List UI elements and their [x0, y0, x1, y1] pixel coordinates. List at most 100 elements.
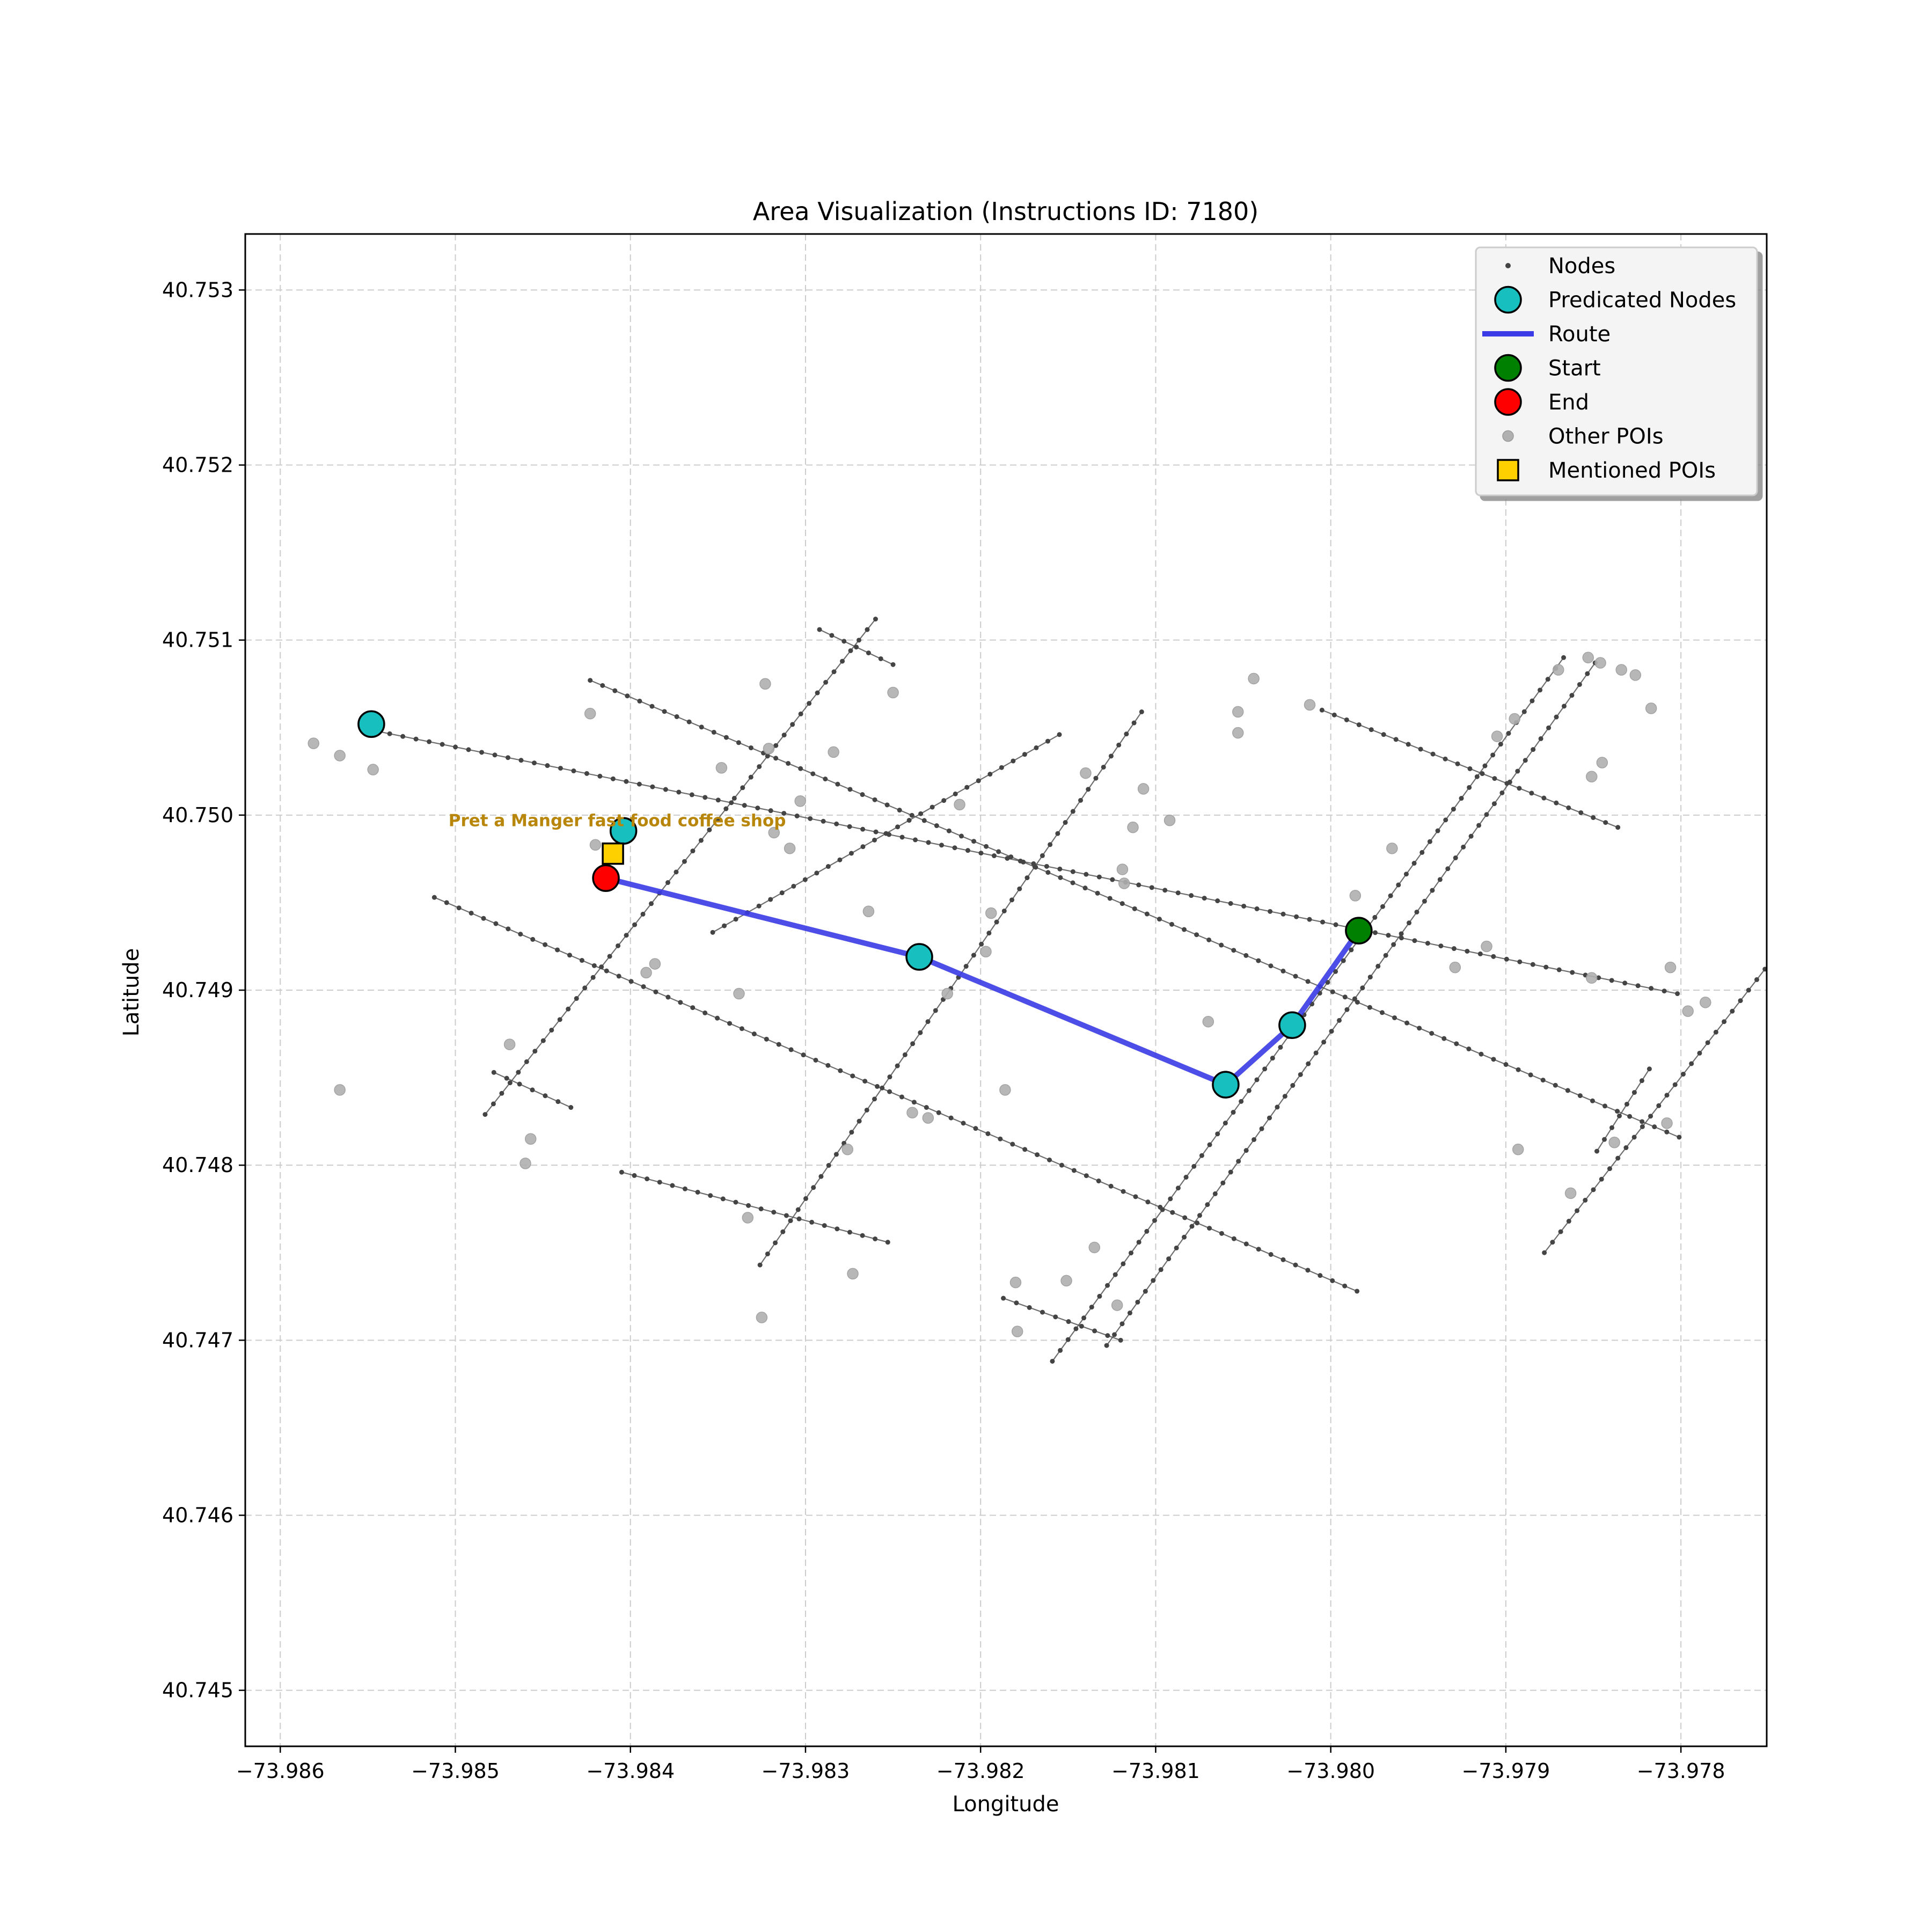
- street-node: [1168, 1196, 1173, 1202]
- street-node: [751, 1031, 757, 1037]
- street-node: [491, 1101, 496, 1107]
- street-node: [517, 1081, 522, 1087]
- street-node: [1333, 969, 1338, 974]
- street-node: [670, 1183, 675, 1188]
- street-node: [1342, 1283, 1348, 1289]
- street-node: [1507, 779, 1512, 785]
- other-poi: [756, 1312, 768, 1323]
- street-node: [1280, 968, 1286, 974]
- street-node: [1256, 958, 1261, 963]
- street-node: [676, 789, 682, 795]
- street-node: [1219, 1231, 1224, 1236]
- street-node: [1282, 1094, 1287, 1099]
- street-node: [1554, 714, 1559, 720]
- street-node: [427, 739, 432, 744]
- street-node: [1278, 1044, 1283, 1050]
- street-node: [1616, 1113, 1622, 1118]
- street-node: [939, 843, 945, 848]
- other-poi: [759, 678, 771, 690]
- street-node: [1108, 753, 1114, 759]
- street-node: [479, 750, 485, 755]
- street-node: [616, 974, 621, 979]
- plot-area: [308, 617, 1767, 1364]
- other-poi: [1111, 1299, 1123, 1311]
- other-poi: [980, 946, 992, 957]
- street-node: [1375, 963, 1381, 969]
- other-poi: [733, 987, 745, 1000]
- street-node: [1490, 752, 1496, 758]
- street-edge: [1052, 657, 1564, 1362]
- street-node: [1542, 1250, 1547, 1255]
- street-node: [555, 947, 560, 953]
- street-node: [1034, 745, 1039, 750]
- street-node: [1399, 931, 1404, 936]
- street-node: [1182, 1215, 1188, 1220]
- street-node: [795, 1207, 801, 1212]
- street-node: [811, 1185, 816, 1190]
- street-node: [1352, 996, 1357, 1001]
- street-node: [1677, 1135, 1682, 1140]
- street-node: [1267, 1115, 1272, 1121]
- other-poi: [985, 907, 997, 919]
- street-node: [1730, 1008, 1735, 1014]
- street-node: [1053, 1314, 1058, 1320]
- x-axis-label: Longitude: [953, 1792, 1059, 1817]
- route: [603, 875, 1362, 1088]
- street-node: [1406, 742, 1411, 747]
- street-node: [1517, 786, 1522, 791]
- street-node: [1239, 1099, 1244, 1104]
- street-node: [984, 844, 989, 849]
- street-node: [803, 1196, 808, 1201]
- street-node: [911, 1100, 917, 1105]
- street-node: [557, 1017, 562, 1022]
- street-node: [1047, 1157, 1052, 1162]
- legend-item-predicated: Predicated Nodes: [1494, 286, 1736, 314]
- street-node: [1136, 1240, 1141, 1245]
- street-node: [1443, 756, 1448, 762]
- x-tick-label: −73.986: [236, 1759, 325, 1783]
- street-node: [1275, 1104, 1280, 1110]
- street-node: [640, 911, 646, 917]
- street-node: [1105, 1283, 1110, 1288]
- street-node: [1105, 1333, 1110, 1338]
- y-axis-ticks: 40.745 40.746 40.747 40.748 40.749 40.750 40.7…: [162, 278, 245, 1702]
- street-node: [1131, 720, 1137, 726]
- x-tick-label: −73.980: [1286, 1759, 1375, 1783]
- other-poi: [1088, 1241, 1100, 1254]
- street-node: [1045, 870, 1051, 875]
- predicated-node: [357, 710, 385, 738]
- chart-title: Area Visualization (Instructions ID: 718…: [753, 197, 1259, 226]
- street-node: [1635, 983, 1641, 989]
- street-node: [504, 1075, 509, 1081]
- street-node: [1057, 866, 1063, 872]
- street-node: [1441, 1036, 1447, 1041]
- y-tick-label: 40.749: [162, 978, 233, 1002]
- street-node: [632, 922, 638, 927]
- street-node: [607, 954, 612, 959]
- street-node: [1205, 1202, 1210, 1208]
- street-node: [1561, 655, 1567, 660]
- y-tick-label: 40.748: [162, 1153, 233, 1177]
- other-poi: [1118, 877, 1130, 889]
- street-edge: [1106, 662, 1596, 1346]
- street-node: [1212, 1191, 1218, 1196]
- street-node: [1243, 1148, 1249, 1153]
- street-node: [821, 818, 826, 824]
- street-node: [933, 1008, 938, 1013]
- other-poi: [1629, 669, 1642, 681]
- legend-label: Predicated Nodes: [1548, 288, 1736, 313]
- street-node: [1169, 921, 1174, 927]
- street-edge: [621, 1172, 888, 1243]
- street-node: [887, 1089, 892, 1094]
- street-node: [731, 795, 737, 801]
- street-node: [1396, 882, 1401, 888]
- street-node: [1528, 1072, 1533, 1078]
- street-node: [1491, 954, 1496, 959]
- street-node: [549, 1027, 554, 1033]
- street-node: [1388, 893, 1393, 898]
- x-tick-label: −73.985: [411, 1759, 500, 1783]
- other-poi: [1011, 1326, 1023, 1337]
- other-poi: [1449, 961, 1461, 974]
- legend-label: Start: [1548, 356, 1601, 381]
- street-node: [1157, 917, 1162, 922]
